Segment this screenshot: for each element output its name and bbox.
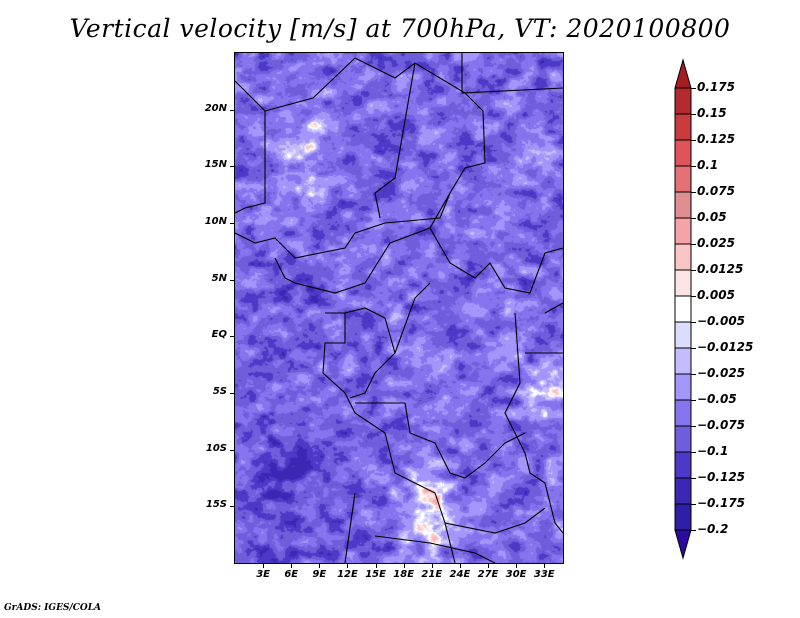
x-tick-label: 30E bbox=[501, 569, 531, 580]
y-tick bbox=[230, 506, 235, 507]
colorbar-label: 0.025 bbox=[697, 236, 735, 250]
colorbar-tick bbox=[691, 530, 696, 531]
colorbar-tick bbox=[691, 504, 696, 505]
x-tick bbox=[404, 563, 405, 568]
x-tick bbox=[347, 563, 348, 568]
y-tick-label: 15N bbox=[193, 159, 227, 170]
colorbar-tick bbox=[691, 140, 696, 141]
x-tick bbox=[319, 563, 320, 568]
y-tick-label: 5S bbox=[193, 386, 227, 397]
colorbar-swatch bbox=[675, 374, 691, 400]
y-tick bbox=[230, 110, 235, 111]
colorbar-swatch bbox=[675, 504, 691, 530]
grads-credit: GrADS: IGES/COLA bbox=[4, 603, 101, 613]
y-tick bbox=[230, 336, 235, 337]
y-tick-label: 20N bbox=[193, 103, 227, 114]
colorbar-label: 0.075 bbox=[697, 184, 735, 198]
y-tick-label: 10S bbox=[193, 443, 227, 454]
colorbar-label: −0.125 bbox=[697, 470, 745, 484]
colorbar-swatch bbox=[675, 296, 691, 322]
colorbar-swatch bbox=[675, 322, 691, 348]
x-tick bbox=[376, 563, 377, 568]
colorbar-label: −0.0125 bbox=[697, 340, 753, 354]
colorbar-tick bbox=[691, 114, 696, 115]
colorbar-label: 0.005 bbox=[697, 288, 735, 302]
x-tick bbox=[291, 563, 292, 568]
colorbar-swatch bbox=[675, 114, 691, 140]
colorbar-tick bbox=[691, 166, 696, 167]
colorbar-swatch bbox=[675, 166, 691, 192]
x-tick-label: 18E bbox=[389, 569, 419, 580]
y-tick-label: EQ bbox=[193, 329, 227, 340]
colorbar-arrow-top bbox=[675, 60, 691, 88]
colorbar-tick bbox=[691, 348, 696, 349]
y-tick bbox=[230, 393, 235, 394]
colorbar-swatch bbox=[675, 88, 691, 114]
map-frame bbox=[234, 52, 564, 564]
y-tick bbox=[230, 166, 235, 167]
colorbar-label: −0.2 bbox=[697, 522, 728, 536]
y-tick-label: 15S bbox=[193, 499, 227, 510]
x-tick-label: 3E bbox=[248, 569, 278, 580]
colorbar-label: −0.075 bbox=[697, 418, 745, 432]
colorbar bbox=[668, 58, 700, 560]
colorbar-label: −0.175 bbox=[697, 496, 745, 510]
y-tick bbox=[230, 450, 235, 451]
x-tick-label: 9E bbox=[304, 569, 334, 580]
x-tick bbox=[432, 563, 433, 568]
x-tick-label: 27E bbox=[473, 569, 503, 580]
x-tick-label: 24E bbox=[445, 569, 475, 580]
colorbar-label: −0.05 bbox=[697, 392, 737, 406]
y-tick bbox=[230, 223, 235, 224]
chart-title: Vertical velocity [m/s] at 700hPa, VT: 2… bbox=[0, 14, 800, 43]
colorbar-tick bbox=[691, 270, 696, 271]
colorbar-label: 0.125 bbox=[697, 132, 735, 146]
x-tick-label: 21E bbox=[417, 569, 447, 580]
colorbar-tick bbox=[691, 88, 696, 89]
x-tick bbox=[460, 563, 461, 568]
x-tick bbox=[516, 563, 517, 568]
x-tick bbox=[488, 563, 489, 568]
colorbar-swatch bbox=[675, 478, 691, 504]
x-tick bbox=[263, 563, 264, 568]
colorbar-swatch bbox=[675, 244, 691, 270]
colorbar-label: −0.025 bbox=[697, 366, 745, 380]
colorbar-tick bbox=[691, 374, 696, 375]
colorbar-tick bbox=[691, 296, 696, 297]
x-tick-label: 15E bbox=[361, 569, 391, 580]
colorbar-swatch bbox=[675, 348, 691, 374]
colorbar-tick bbox=[691, 244, 696, 245]
x-tick-label: 33E bbox=[529, 569, 559, 580]
colorbar-tick bbox=[691, 452, 696, 453]
colorbar-label: −0.005 bbox=[697, 314, 745, 328]
colorbar-swatch bbox=[675, 270, 691, 296]
y-tick bbox=[230, 280, 235, 281]
colorbar-label: 0.0125 bbox=[697, 262, 743, 276]
colorbar-label: −0.1 bbox=[697, 444, 728, 458]
colorbar-label: 0.175 bbox=[697, 80, 735, 94]
colorbar-swatch bbox=[675, 140, 691, 166]
colorbar-swatch bbox=[675, 452, 691, 478]
colorbar-swatch bbox=[675, 192, 691, 218]
colorbar-label: 0.1 bbox=[697, 158, 718, 172]
colorbar-swatch bbox=[675, 218, 691, 244]
x-tick bbox=[544, 563, 545, 568]
y-tick-label: 10N bbox=[193, 216, 227, 227]
colorbar-tick bbox=[691, 400, 696, 401]
colorbar-tick bbox=[691, 478, 696, 479]
colorbar-tick bbox=[691, 426, 696, 427]
colorbar-swatch bbox=[675, 426, 691, 452]
colorbar-label: 0.15 bbox=[697, 106, 727, 120]
x-tick-label: 6E bbox=[276, 569, 306, 580]
colorbar-tick bbox=[691, 322, 696, 323]
colorbar-arrow-bottom bbox=[675, 530, 691, 558]
colorbar-label: 0.05 bbox=[697, 210, 727, 224]
y-tick-label: 5N bbox=[193, 273, 227, 284]
colorbar-swatch bbox=[675, 400, 691, 426]
colorbar-tick bbox=[691, 192, 696, 193]
x-tick-label: 12E bbox=[332, 569, 362, 580]
colorbar-tick bbox=[691, 218, 696, 219]
